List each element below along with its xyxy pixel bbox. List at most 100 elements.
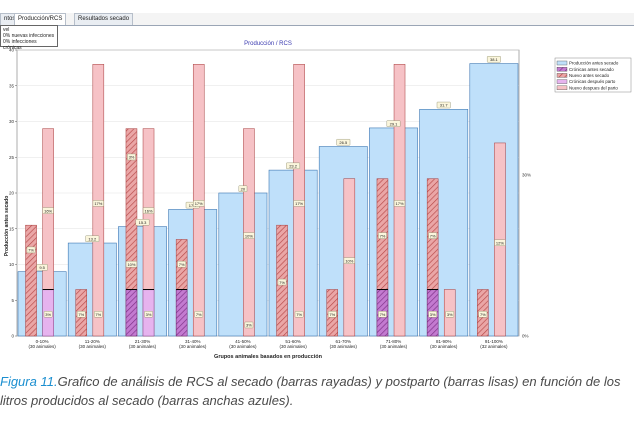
new-after-bar [243,128,255,337]
bar-percent-label: 16% [142,207,155,214]
bar-percent-label-box [244,321,254,329]
x-tick-sublabel: (30 animales) [229,344,257,349]
production-bar [67,242,117,337]
bar-percent-label: 12% [494,239,506,246]
production-value-label: 26.5 [336,139,351,146]
bar-percent-label: 7% [94,311,103,318]
tab-resultados-secado[interactable]: Resultados secado [74,13,134,25]
x-tick-sublabel: (30 animales) [79,344,107,349]
production-value-label-text: 20 [241,186,246,191]
x-tick-label: 91-100% [485,339,503,344]
bar-percent-label-text: 7% [380,312,386,317]
x-tick-label: 31-40% [185,339,201,344]
bar-percent-label-text: 7% [430,233,436,238]
bar-percent-label-text: 7% [380,233,386,238]
legend-label-chronic-after: Crónicas después parto [569,79,616,84]
bar-percent-label-box [194,311,204,318]
bar-percent-label: 17% [393,200,406,207]
new-after-bar [343,178,356,337]
production-bar [318,146,368,337]
x-tick-label: 0-10% [36,339,49,344]
bar-percent-label: 10% [343,257,355,264]
bar-percent-label-box [26,246,36,254]
new-after-bar [494,142,506,337]
production-value-label-text: 23.2 [289,164,298,169]
production-rcs-chart: Producción / RCS 0 5 10 15 20 25 30 35 40 30% 0% 9.… [4,41,632,360]
production-value-label: 20 [238,185,248,192]
legend-swatch-new-before [556,73,568,78]
chronic-before-bar [175,289,188,337]
bar-percent-label: 17% [193,200,205,207]
legend-swatch-chronic-after [556,79,568,84]
y-tick-label: 25 [9,155,15,160]
bar-percent-label: 7% [194,311,204,318]
production-value-label-text: 13.2 [88,236,97,241]
new-after-bar [192,64,205,337]
production-bar [369,127,418,337]
y-tick-label: 40 [9,48,15,53]
production-bar [118,226,167,337]
tab-produccion-rcs[interactable]: Producción/RCS [14,13,67,25]
bar-percent-label: 16% [42,207,54,214]
production-value-label: 13.2 [85,235,100,242]
production-value-label-box [487,56,501,63]
production-value-label-box [336,139,351,146]
production-value-label-box [36,264,48,271]
bar-percent-label: 7% [177,260,186,268]
production-value-label-text: 31.7 [440,103,449,108]
production-value-label-text: 38.1 [490,57,499,62]
bar-percent-label-box [445,311,455,318]
bar-percent-label: 7% [478,311,488,318]
caption-figure-number: Figura 11. [0,374,58,389]
production-value-label: 29.1 [386,120,401,127]
x-tick-sublabel: (30 animales) [330,344,358,349]
bar-percent-label-text: 17% [396,201,404,206]
bar-percent-label-text: 7% [480,312,486,317]
bar-percent-label-text: 17% [295,201,303,206]
bar-percent-label-text: 10% [127,262,135,267]
bar-percent-label: 10% [125,260,138,268]
x-tick-sublabel: (30 animales) [179,344,207,349]
legend-level-label: vel [3,27,10,33]
legend-new-infections: 0% nuevas infecciones [3,33,55,39]
bar-percent-label: 7% [277,278,287,286]
tab-bar: ntos Producción/RCS Resultados secado [0,13,634,26]
x-tick-label: 81-90% [436,339,452,344]
x-tick-sublabel: (30 animales) [279,344,307,349]
bar-percent-label-box [127,153,136,161]
bar-percent-label-text: 7% [296,312,302,317]
new-after-bar [393,64,406,337]
bar-percent-label-text: 3% [447,312,453,317]
y-tick-label: 15 [9,226,15,231]
bar-percent-label-box [144,311,153,318]
production-bar [419,109,469,337]
bar-percent-label: 7% [428,232,437,239]
bar-percent-label-text: 7% [28,248,34,253]
production-value-label: 15.3 [135,219,150,226]
x-tick-sublabel: (30 animales) [430,344,458,349]
y-tick-label: 35 [9,83,15,88]
bar-percent-label: 7% [26,246,36,254]
bar-percent-label-text: 7% [78,312,84,317]
bar-percent-label: 3% [144,311,153,318]
bar-percent-label-box [294,311,304,318]
legend-swatch-new-after [556,85,568,90]
bar-percent-label-box [327,311,337,318]
bar-percent-label-text: 17% [195,201,203,206]
bar-percent-label-box [378,232,387,239]
bar-percent-label-box [76,311,86,318]
bar-percent-label-box [428,232,437,239]
x-tick-sublabel: (30 animales) [380,344,408,349]
bar-percent-label: 7% [294,311,304,318]
bar-percent-label-text: 7% [196,312,202,317]
bar-percent-label: 3% [445,311,455,318]
legend-chronic-infections: 0% infecciones crónicas [3,39,37,51]
new-after-bar [92,64,105,337]
production-bar [218,192,268,337]
bar-percent-label-text: 17% [94,201,102,206]
x-tick-sublabel: (32 animales) [480,344,508,349]
bar-percent-label: 7% [378,232,387,239]
x-tick-label: 11-20% [85,339,100,344]
